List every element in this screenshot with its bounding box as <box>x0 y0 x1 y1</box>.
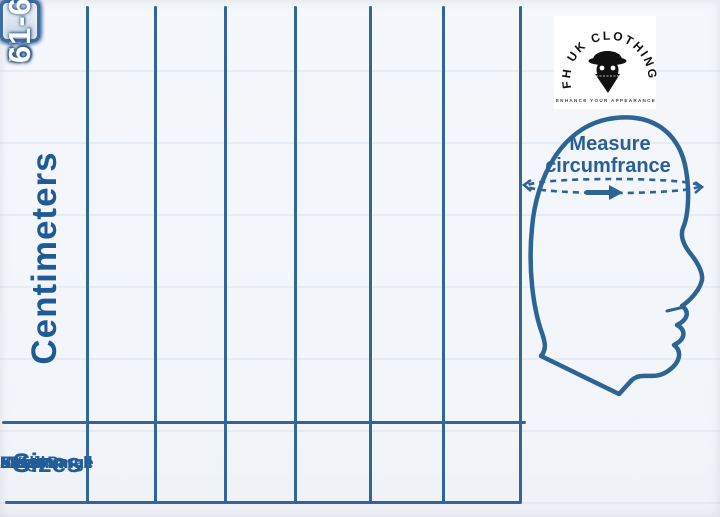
brand-logo: FH UK CLOTHING ENHANCE YOUR APPEARANCE <box>554 16 657 109</box>
measure-annotation-line1: Measure <box>569 133 650 155</box>
size-label-medium: Medium <box>0 453 65 473</box>
sizes-row-title: Sizes <box>12 447 82 478</box>
left-arrowhead-icon <box>521 178 532 192</box>
bandit-hat-icon <box>588 51 627 93</box>
circumference-dashed-ellipse <box>521 177 705 195</box>
table-bottom-line <box>5 501 522 504</box>
column-line-3 <box>224 6 227 503</box>
measure-annotation-line2: circumfrance <box>545 155 671 177</box>
column-line-4 <box>294 6 297 503</box>
logo-tagline: ENHANCE YOUR APPEARANCE <box>556 98 656 103</box>
size-label-extra-small: Extra Small <box>0 453 93 473</box>
sizes-row-top-line <box>2 421 526 424</box>
right-arrowhead-icon <box>694 180 705 194</box>
size-label-xxl: XXL <box>0 453 34 473</box>
size-label-extra-large: Extra Large <box>0 453 94 473</box>
column-line-5 <box>369 6 372 503</box>
bar-xxl: 61-62 <box>0 0 40 63</box>
size-label-small: Small <box>0 453 46 473</box>
nostril-line <box>665 305 686 313</box>
column-line-6 <box>442 6 445 503</box>
size-label-large: Large <box>0 453 47 473</box>
measure-direction-arrow-icon <box>585 185 623 200</box>
column-line-2 <box>154 6 157 503</box>
column-line-1 <box>86 6 89 503</box>
head-profile-outline <box>528 115 705 397</box>
column-line-7 <box>519 6 522 503</box>
